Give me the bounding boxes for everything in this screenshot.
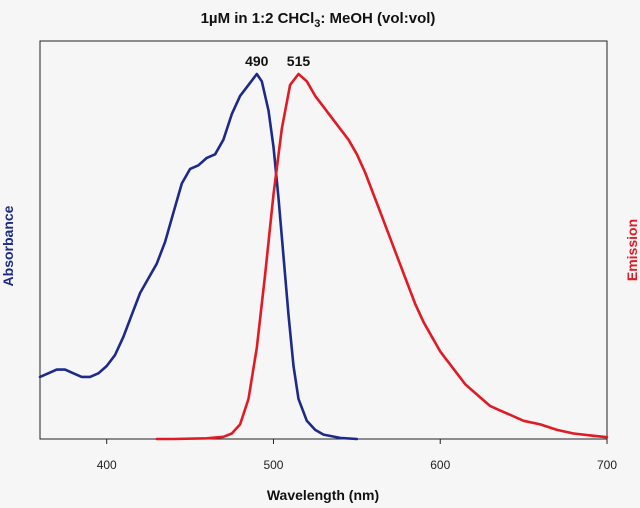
peak-label: 490 (245, 53, 269, 69)
chart-title: 1µM in 1:2 CHCl3: MeOH (vol:vol) (201, 10, 436, 30)
y-axis-title-left: Absorbance (0, 205, 16, 286)
plot-area (39, 40, 608, 440)
peak-label: 515 (287, 53, 311, 69)
x-axis: 400 500 600 700 (97, 439, 617, 472)
x-axis-title: Wavelength (nm) (267, 487, 379, 503)
x-tick-label: 600 (430, 458, 450, 472)
x-tick-label: 500 (263, 458, 283, 472)
absorbance-line (38, 72, 359, 441)
x-tick-label: 700 (597, 458, 617, 472)
emission-line (155, 72, 609, 441)
series-layer (38, 72, 609, 441)
peak-labels: 490 515 (245, 53, 310, 69)
x-tick-label: 400 (97, 458, 117, 472)
y-axis-title-right: Emission (624, 219, 640, 281)
